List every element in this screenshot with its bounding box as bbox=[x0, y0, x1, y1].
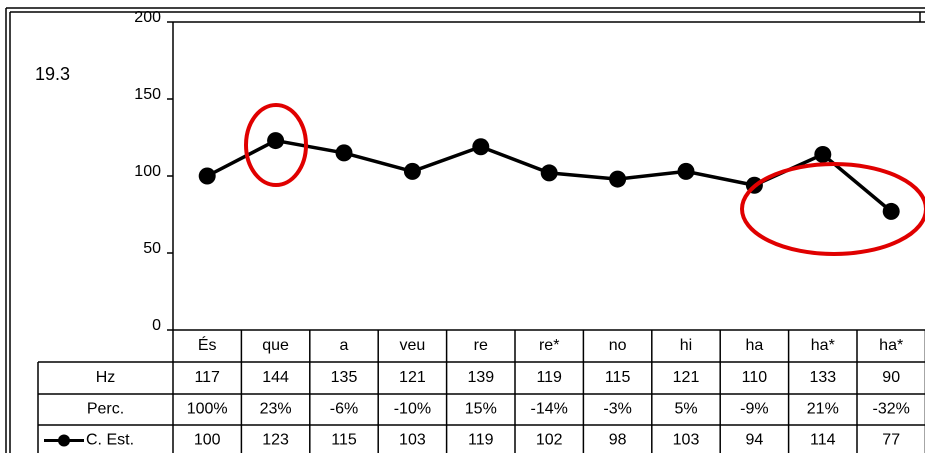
table-cell: 77 bbox=[882, 432, 900, 449]
x-tick-label: ha* bbox=[879, 337, 903, 354]
table-cell: 103 bbox=[399, 432, 426, 449]
data-point bbox=[882, 202, 900, 220]
x-tick-label: no bbox=[609, 337, 627, 354]
data-point bbox=[814, 145, 832, 163]
table-cell: 100% bbox=[187, 401, 228, 418]
table-cell: 119 bbox=[468, 432, 494, 449]
table-cell: 115 bbox=[605, 369, 631, 386]
data-point bbox=[609, 170, 627, 188]
table-cell: 135 bbox=[331, 369, 358, 386]
table-cell: 15% bbox=[465, 401, 497, 418]
x-tick-label: a bbox=[340, 337, 349, 354]
x-tick-label: veu bbox=[400, 337, 426, 354]
table-cell: 117 bbox=[194, 369, 220, 386]
table-cell: -32% bbox=[873, 401, 910, 418]
x-tick-label: re* bbox=[539, 337, 559, 354]
table-cell: 23% bbox=[260, 401, 292, 418]
table-cell: 121 bbox=[673, 369, 700, 386]
table-cell: 133 bbox=[809, 369, 836, 386]
table-cell: 139 bbox=[467, 369, 494, 386]
data-point bbox=[540, 164, 558, 182]
annotation: 19.3 bbox=[35, 64, 70, 84]
data-point bbox=[267, 132, 285, 150]
row-label: Perc. bbox=[87, 401, 124, 418]
table-cell: -10% bbox=[394, 401, 431, 418]
table-cell: 110 bbox=[742, 369, 768, 386]
table-cell: 115 bbox=[331, 432, 357, 449]
table-cell: 144 bbox=[262, 369, 289, 386]
highlight-ellipse bbox=[740, 162, 925, 256]
table-cell: 5% bbox=[674, 401, 697, 418]
y-tick-label: 150 bbox=[134, 86, 161, 103]
table-cell: 121 bbox=[399, 369, 426, 386]
data-point bbox=[198, 167, 216, 185]
x-tick-label: hi bbox=[680, 337, 692, 354]
data-point bbox=[677, 162, 695, 180]
legend-label: C. Est. bbox=[86, 432, 134, 449]
table-cell: 100 bbox=[194, 432, 221, 449]
data-point bbox=[335, 144, 353, 162]
highlight-ellipse bbox=[244, 103, 308, 187]
table-cell: -3% bbox=[603, 401, 631, 418]
table-cell: 123 bbox=[262, 432, 289, 449]
row-label: Hz bbox=[96, 369, 116, 386]
table-cell: 114 bbox=[810, 432, 836, 449]
table-cell: 98 bbox=[609, 432, 627, 449]
x-tick-label: És bbox=[198, 335, 217, 354]
x-tick-label: ha* bbox=[811, 337, 835, 354]
y-tick-label: 200 bbox=[134, 9, 161, 26]
table-cell: 102 bbox=[536, 432, 563, 449]
table-cell: -6% bbox=[330, 401, 358, 418]
table-cell: 103 bbox=[673, 432, 700, 449]
y-tick-label: 0 bbox=[152, 317, 161, 334]
table-cell: -14% bbox=[531, 401, 568, 418]
y-tick-label: 100 bbox=[134, 163, 161, 180]
data-point bbox=[403, 162, 421, 180]
data-point bbox=[472, 138, 490, 156]
table-cell: -9% bbox=[740, 401, 768, 418]
x-tick-label: ha bbox=[746, 337, 764, 354]
table-cell: 21% bbox=[807, 401, 839, 418]
x-tick-label: que bbox=[262, 337, 289, 354]
table-cell: 119 bbox=[536, 369, 562, 386]
y-tick-label: 50 bbox=[143, 240, 161, 257]
table-cell: 94 bbox=[746, 432, 764, 449]
legend-marker bbox=[58, 434, 70, 447]
x-tick-label: re bbox=[474, 337, 488, 354]
table-cell: 90 bbox=[882, 369, 900, 386]
